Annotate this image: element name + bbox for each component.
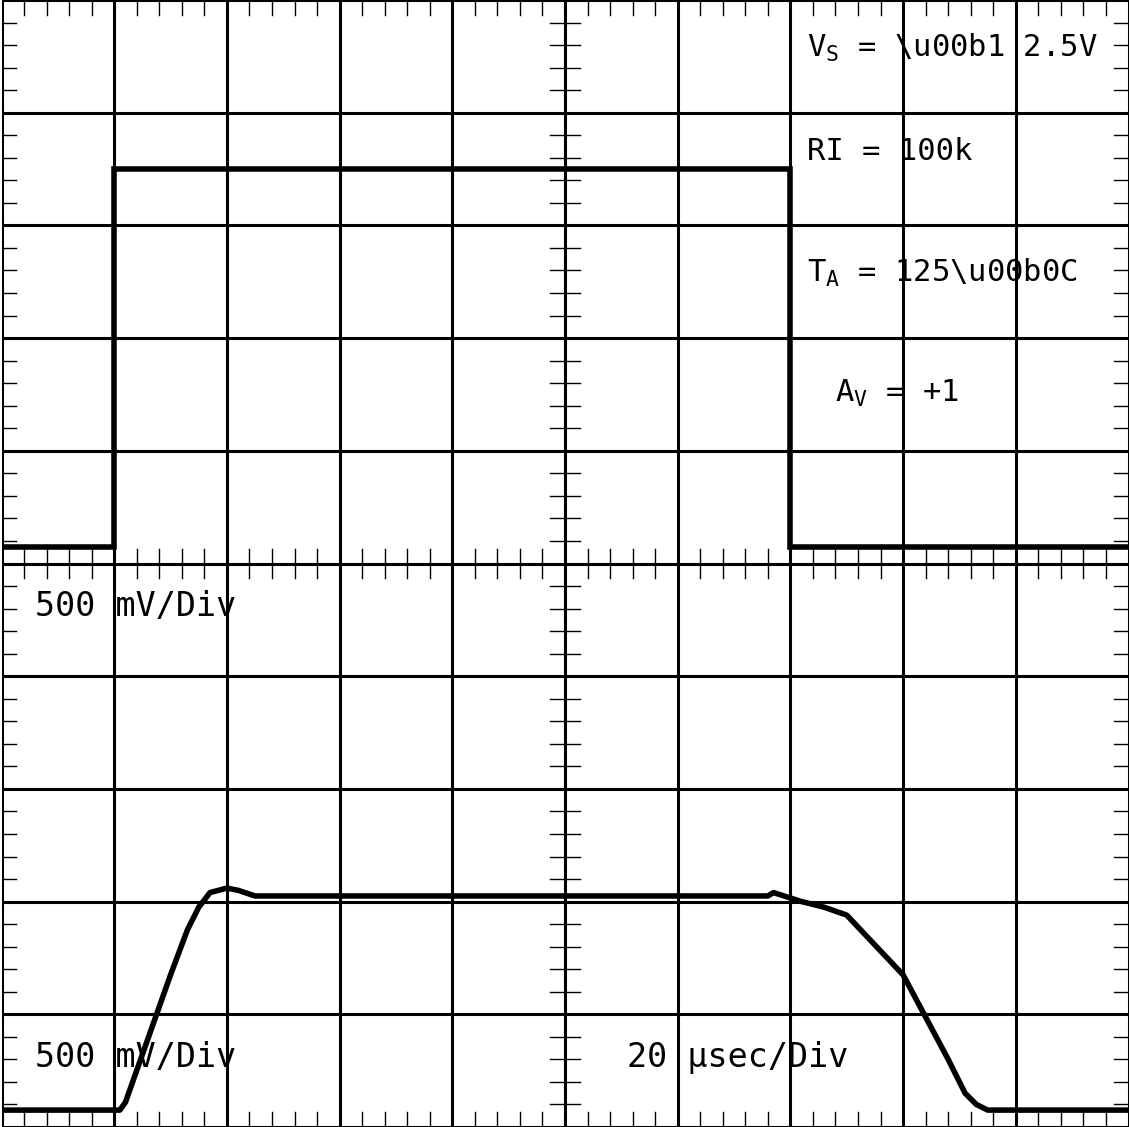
- Text: $\mathregular{T_A}$ = 125\u00b0C: $\mathregular{T_A}$ = 125\u00b0C: [807, 257, 1078, 289]
- Text: RI = 100k: RI = 100k: [807, 137, 973, 167]
- Text: 500 mV/Div: 500 mV/Div: [35, 589, 236, 623]
- Text: $\mathregular{A_V}$ = +1: $\mathregular{A_V}$ = +1: [835, 378, 959, 409]
- Text: 20 μsec/Div: 20 μsec/Div: [627, 1040, 849, 1074]
- Text: 500 mV/Div: 500 mV/Div: [35, 1040, 236, 1074]
- Text: $\mathregular{V_S}$ = \u00b1 2.5V: $\mathregular{V_S}$ = \u00b1 2.5V: [807, 32, 1098, 63]
